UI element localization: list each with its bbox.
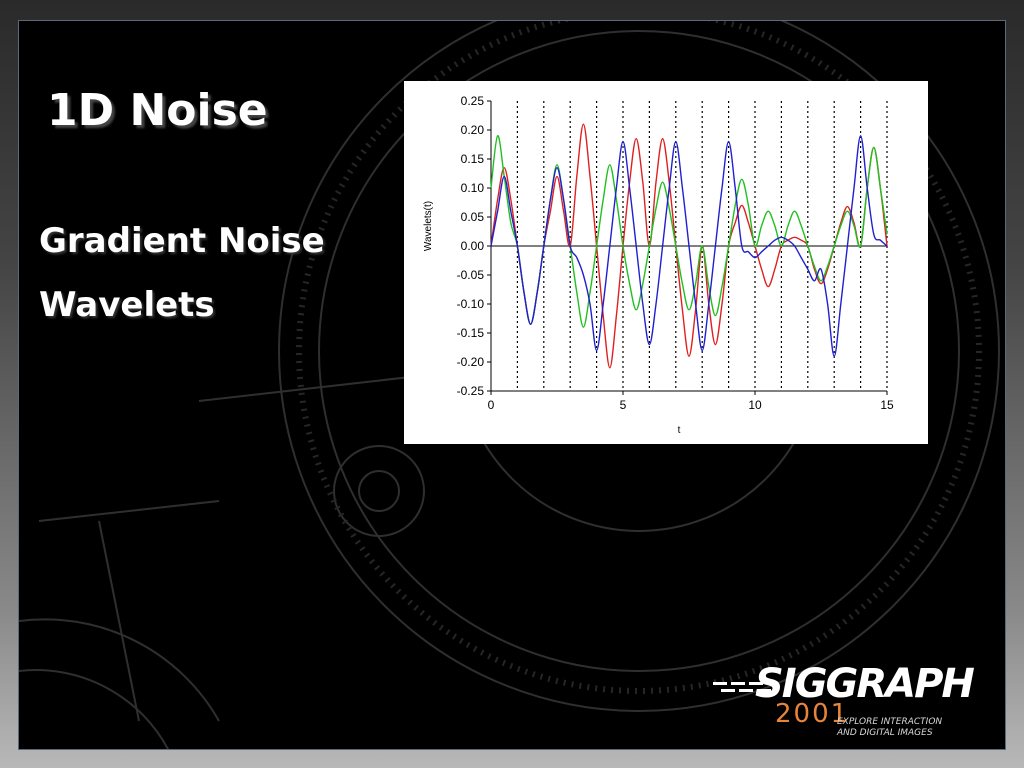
x-axis-title: t (678, 425, 681, 436)
slide-title: 1D Noise (47, 85, 268, 136)
logo-speed-stripes-icon (713, 682, 771, 692)
y-tick-label-8: -0.15 (457, 326, 485, 340)
x-tick-label-2: 10 (748, 398, 762, 412)
y-tick-label-7: -0.10 (457, 297, 485, 311)
y-tick-label-2: 0.15 (461, 152, 485, 166)
x-tick-label-0: 0 (488, 398, 495, 412)
y-tick-label-9: -0.20 (457, 355, 485, 369)
bullet-wavelets: Wavelets (39, 285, 215, 325)
logo-tagline: EXPLORE INTERACTION AND DIGITAL IMAGES (837, 717, 977, 739)
chart-canvas: 0.25 0.20 0.15 0.10 0.05 0.00 -0.05 -0.10 -0.15 -… (423, 94, 894, 436)
slide-frame: 1D Noise Gradient Noise Wavelets 0.25 0.2… (18, 20, 1006, 750)
y-tick-label-3: 0.10 (461, 181, 485, 195)
x-tick-label-3: 15 (880, 398, 894, 412)
y-axis-title: Wavelets(t) (423, 201, 434, 251)
logo-wordmark: SIGGRAPH (755, 661, 975, 707)
series-line-2 (490, 135, 888, 357)
y-tick-label-4: 0.05 (461, 210, 485, 224)
y-tick-label-1: 0.20 (461, 123, 485, 137)
logo-year: 2001 (775, 699, 850, 729)
wavelet-chart: 0.25 0.20 0.15 0.10 0.05 0.00 -0.05 -0.10 -0.15 -… (404, 81, 928, 444)
series-line-1 (490, 135, 888, 328)
y-tick-label-10: -0.25 (457, 384, 485, 398)
series-line-0 (490, 123, 888, 369)
logo-tagline-line2: AND DIGITAL IMAGES (837, 728, 933, 738)
logo-tagline-line1: EXPLORE INTERACTION (837, 717, 943, 727)
bullet-gradient-noise: Gradient Noise (39, 221, 325, 261)
y-tick-label-0: 0.25 (461, 94, 485, 108)
x-tick-label-1: 5 (620, 398, 627, 412)
siggraph-logo: SIGGRAPH 2001 EXPLORE INTERACTION AND DI… (709, 661, 999, 749)
y-tick-label-5: 0.00 (461, 239, 485, 253)
y-tick-label-6: -0.05 (457, 268, 485, 282)
